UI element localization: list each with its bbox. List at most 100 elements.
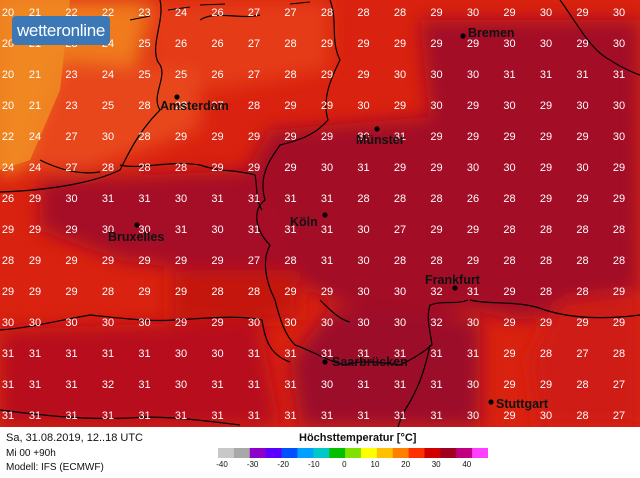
temperature-value: 29 [576,193,588,205]
temperature-value: 28 [138,162,150,174]
legend-tick-label: -30 [246,460,259,469]
temperature-value: 29 [29,193,41,205]
temperature-value: 29 [138,286,150,298]
temperature-value: 28 [613,255,625,267]
temperature-value: 31 [211,410,223,422]
temperature-value: 29 [467,100,479,112]
temperature-value: 31 [65,348,77,360]
model-name: Modell: IFS (ECMWF) [6,462,104,473]
temperature-value: 29 [211,162,223,174]
city-label: Stuttgart [496,397,549,411]
temperature-value: 29 [284,100,296,112]
temperature-value: 29 [613,162,625,174]
legend-color-step [440,448,457,458]
temperature-value: 28 [357,193,369,205]
temperature-value: 31 [284,379,296,391]
temperature-value: 31 [138,410,150,422]
temperature-value: 30 [467,379,479,391]
temperature-value: 29 [613,193,625,205]
legend-color-step [392,448,410,458]
temperature-value: 31 [394,410,406,422]
temperature-value: 30 [65,193,77,205]
temperature-value: 30 [357,317,369,329]
temperature-value: 31 [576,69,588,81]
city-dot [460,33,466,39]
temperature-value: 20 [2,7,14,19]
temperature-value: 25 [138,69,150,81]
temperature-value: 31 [138,193,150,205]
temperature-value: 29 [321,100,333,112]
temperature-value: 31 [138,379,150,391]
temperature-value: 29 [576,317,588,329]
temperature-value: 31 [321,348,333,360]
temperature-value: 31 [29,379,41,391]
temperature-value: 28 [138,100,150,112]
temperature-value: 30 [321,379,333,391]
temperature-value: 31 [138,348,150,360]
city-dot [322,212,328,218]
legend-color-step [408,448,425,458]
city-label: Saarbrücken [332,355,408,369]
temperature-fields [0,0,640,427]
temperature-value: 28 [576,379,588,391]
temperature-value: 30 [138,317,150,329]
temperature-value: 29 [503,131,515,143]
temperature-value: 29 [430,131,442,143]
temperature-value: 31 [540,69,552,81]
temperature-value: 24 [2,162,14,174]
temperature-value: 29 [540,317,552,329]
country-borders [0,0,640,427]
temperature-value: 29 [175,317,187,329]
temperature-value: 20 [2,100,14,112]
city-label: Köln [290,215,318,229]
temperature-value: 31 [29,410,41,422]
temperature-value: 28 [576,286,588,298]
temperature-value: 29 [576,38,588,50]
temperature-value: 30 [248,317,260,329]
temperature-value: 28 [138,131,150,143]
temperature-value: 29 [102,255,114,267]
temperature-value: 29 [503,317,515,329]
wetteronline-logo[interactable]: wetteronline [12,16,110,45]
temperature-value: 28 [576,255,588,267]
temperature-value: 31 [65,410,77,422]
city-dot [488,399,494,405]
temperature-value: 31 [613,69,625,81]
temperature-value: 31 [102,410,114,422]
coastal-islands [129,1,311,21]
temperature-value: 29 [248,131,260,143]
temperature-value: 30 [357,100,369,112]
temperature-value: 30 [613,38,625,50]
temperature-value: 28 [102,286,114,298]
temperature-value: 26 [211,69,223,81]
model-run: Mi 00 +90h [6,448,56,459]
temperature-value: 31 [467,348,479,360]
temperature-value: 30 [430,69,442,81]
temperature-value: 29 [284,162,296,174]
temperature-value: 30 [102,224,114,236]
temperature-value: 29 [65,255,77,267]
temperature-value: 27 [613,410,625,422]
temperature-value: 28 [394,193,406,205]
temperature-value: 31 [2,348,14,360]
temperature-value: 24 [175,7,187,19]
temperature-value: 31 [2,410,14,422]
city-dot [174,94,180,100]
legend-color-step [249,448,267,458]
temperature-value: 29 [540,379,552,391]
temperature-value: 31 [321,224,333,236]
city-dot [322,359,328,365]
temperature-value: 27 [65,162,77,174]
temperature-value: 29 [394,162,406,174]
temperature-value: 29 [430,38,442,50]
temperature-value: 28 [321,7,333,19]
temperature-value: 32 [430,317,442,329]
temperature-map-canvas: 2021222223242627272828282930293029302021… [0,0,640,427]
temperature-value: 29 [284,286,296,298]
temperature-value: 27 [248,255,260,267]
temperature-value: 29 [467,224,479,236]
temperature-value: 29 [613,317,625,329]
temperature-value: 29 [540,131,552,143]
city-label: Frankfurt [425,273,481,287]
